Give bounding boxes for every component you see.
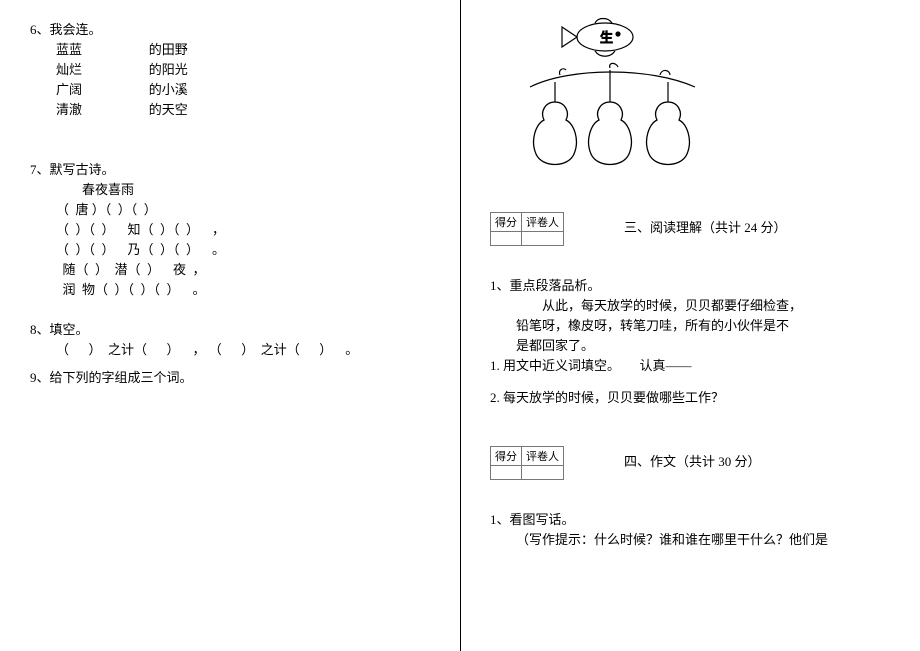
question-6: 6、我会连。 蓝蓝 的田野 灿烂 的阳光 广阔 的小溪 清澈 的天空 (30, 20, 450, 140)
grader-cell[interactable] (522, 466, 564, 480)
q7-poem-title: 春夜喜雨 (30, 180, 450, 200)
q7-title: 默写古诗。 (50, 162, 115, 177)
rq1-sub2-label: 2. 每天放学的时候，贝贝要做哪些工作？ (490, 388, 884, 408)
q8-number: 8、 (30, 322, 50, 337)
q6-number: 6、 (30, 22, 50, 37)
q9-title: 给下列的字组成三个词。 (50, 370, 193, 385)
right-column: 生 (460, 0, 914, 651)
score-cell[interactable] (491, 466, 522, 480)
left-column: 6、我会连。 蓝蓝 的田野 灿烂 的阳光 广阔 的小溪 清澈 的天空 7、默写古… (0, 0, 460, 651)
q7-poem-line: （ ）（ ） 乃（ ）（ ） 。 (30, 240, 450, 260)
empty-box (56, 122, 74, 140)
rq1-passage-line: 是都回家了。 (490, 336, 884, 356)
section-3-header: 得分评卷人 三、阅读理解（共计 24 分） (490, 212, 884, 246)
question-7: 7、默写古诗。 春夜喜雨 （ 唐 ）（ ）（ ） （ ）（ ） 知（ ）（ ） … (30, 160, 450, 300)
q6-pair-right: 的阳光 (149, 60, 188, 80)
wq1-hint: （写作提示：什么时候？谁和谁在哪里干什么？他们是 (490, 530, 884, 550)
rq1-passage-line: 铅笔呀，橡皮呀，转笔刀哇，所有的小伙伴是不 (490, 316, 884, 336)
q6-pair-left: 清澈 (56, 100, 126, 120)
rq1-sub1-label: 1. 用文中近义词填空。 (490, 358, 620, 373)
rq1-sub1-word: 认真—— (640, 358, 692, 373)
wq1-number: 1、 (490, 512, 510, 527)
grader-cell[interactable] (522, 232, 564, 246)
q6-pair-right: 的小溪 (149, 80, 188, 100)
section-3-title: 三、阅读理解（共计 (624, 220, 741, 235)
q8-title: 填空。 (50, 322, 89, 337)
q6-pair-left: 广阔 (56, 80, 126, 100)
score-table: 得分评卷人 (490, 446, 564, 480)
q7-poem-line: （ 唐 ）（ ）（ ） (30, 200, 450, 220)
q7-poem-line: 随（ ） 潜（ ） 夜 ， (30, 260, 450, 280)
score-cell[interactable] (491, 232, 522, 246)
score-label: 得分 (491, 447, 522, 466)
q7-poem-line: 润 物（ ）（ ）（ ） 。 (30, 280, 450, 300)
fish-gourd-diagram: 生 (500, 12, 710, 212)
section-4-title: 四、作文（共计 (624, 454, 715, 469)
rq1-title: 重点段落品析。 (510, 278, 601, 293)
q8-content: （ ） 之计（ ） ， （ ） 之计（ ） 。 (30, 340, 450, 360)
score-table: 得分评卷人 (490, 212, 564, 246)
section-3-points: 24 分） (744, 220, 786, 235)
grader-label: 评卷人 (522, 213, 564, 232)
q6-pair-right: 的田野 (149, 40, 188, 60)
rq1-passage-line: 从此，每天放学的时候，贝贝都要仔细检查， (490, 296, 884, 316)
section-4-header: 得分评卷人 四、作文（共计 30 分） (490, 446, 884, 480)
q7-poem-line: （ ）（ ） 知（ ）（ ） ， (30, 220, 450, 240)
fish-char: 生 (600, 30, 613, 45)
reading-q1: 1、重点段落品析。 从此，每天放学的时候，贝贝都要仔细检查， 铅笔呀，橡皮呀，转… (490, 276, 884, 408)
wq1-title: 看图写话。 (510, 512, 575, 527)
question-9: 9、给下列的字组成三个词。 (30, 368, 450, 388)
q9-number: 9、 (30, 370, 50, 385)
section-4-points: 30 分） (718, 454, 760, 469)
score-label: 得分 (491, 213, 522, 232)
rq1-number: 1、 (490, 278, 510, 293)
q6-pair-left: 蓝蓝 (56, 40, 126, 60)
question-8: 8、填空。 （ ） 之计（ ） ， （ ） 之计（ ） 。 (30, 320, 450, 360)
q6-pair-right: 的天空 (149, 100, 188, 120)
q6-title: 我会连。 (50, 22, 102, 37)
q7-number: 7、 (30, 162, 50, 177)
grader-label: 评卷人 (522, 447, 564, 466)
q6-pair-left: 灿烂 (56, 60, 126, 80)
writing-q1: 1、看图写话。 （写作提示：什么时候？谁和谁在哪里干什么？他们是 (490, 510, 884, 550)
